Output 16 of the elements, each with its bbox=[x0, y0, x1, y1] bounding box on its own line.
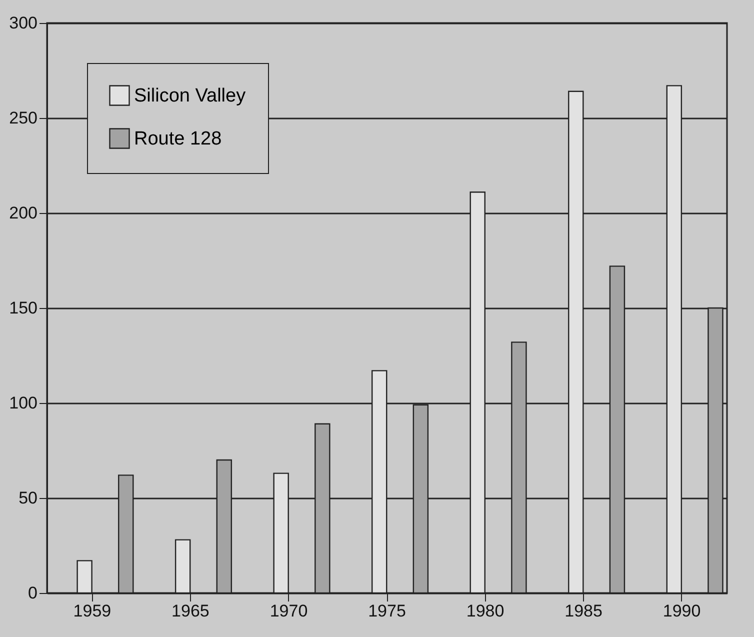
x-tick-label: 1990 bbox=[662, 602, 701, 620]
y-tick-label: 250 bbox=[9, 108, 38, 128]
y-tick-label: 100 bbox=[9, 394, 38, 412]
x-tick-label: 1975 bbox=[368, 602, 406, 620]
x-tick-label: 1970 bbox=[270, 602, 308, 620]
legend-label: Silicon Valley bbox=[134, 86, 246, 106]
x-tick-label: 1965 bbox=[172, 602, 210, 620]
legend-label: Route 128 bbox=[134, 128, 222, 150]
y-tick-label: 50 bbox=[18, 488, 38, 508]
y-tick-label: 300 bbox=[9, 14, 38, 32]
x-tick-label: 1980 bbox=[466, 602, 504, 620]
y-tick-label: 150 bbox=[9, 298, 38, 318]
y-tick-label: 200 bbox=[9, 204, 38, 222]
y-tick-label: 0 bbox=[28, 584, 38, 602]
x-tick-label: 1985 bbox=[564, 602, 602, 620]
x-tick-label: 1959 bbox=[73, 602, 112, 620]
